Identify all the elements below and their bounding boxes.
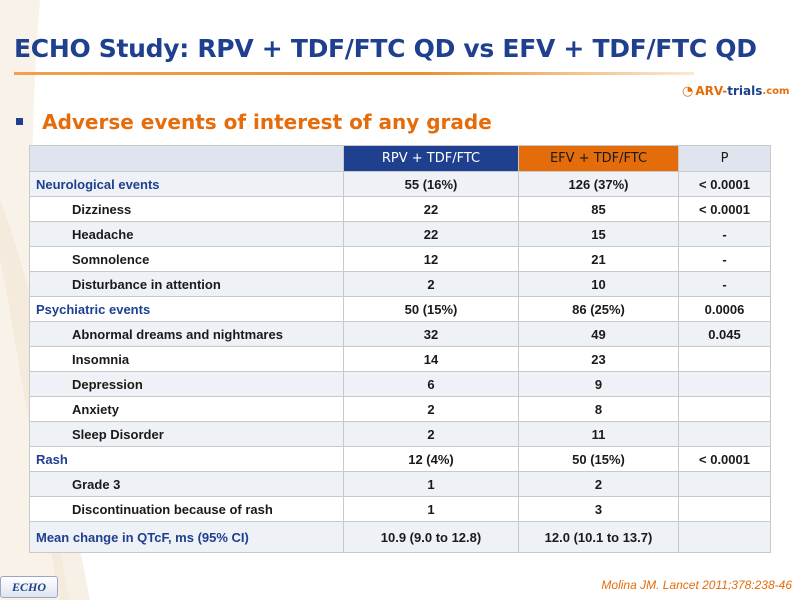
bullet-text: Adverse events of interest of any grade [42,110,492,134]
cell-efv: 10 [518,271,679,297]
row-label: Grade 3 [29,471,344,497]
header-blank [29,145,344,172]
table-row: Disturbance in attention 2 10- [29,271,771,297]
cell-efv: 15 [518,221,679,247]
logo-middle: trials [727,84,763,98]
row-label: Depression [29,371,344,397]
row-label: Headache [29,221,344,247]
table-header-row: RPV + TDF/FTC EFV + TDF/FTC P [29,145,771,172]
row-label: Psychiatric events [29,296,344,322]
cell-efv: 50 (15%) [518,446,679,472]
bullet-heading: Adverse events of interest of any grade [16,110,492,134]
table-row: Insomnia 14 23 [29,346,771,372]
cell-efv: 21 [518,246,679,272]
row-label: Insomnia [29,346,344,372]
cell-efv: 12.0 (10.1 to 13.7) [518,521,679,553]
table-row: Neurological events 55 (16%) 126 (37%) < 0.… [29,171,771,197]
cell-p-value [678,421,771,447]
cell-p-value [678,346,771,372]
row-label: Neurological events [29,171,344,197]
cell-efv: 8 [518,396,679,422]
cell-p-value: 0.0006 [678,296,771,322]
logo-swirl-icon: ◔ [682,83,694,99]
cell-efv: 85 [518,196,679,222]
adverse-events-table: RPV + TDF/FTC EFV + TDF/FTC P Neurologic… [29,145,771,553]
row-label: Discontinuation because of rash [29,496,344,522]
cell-p-value: - [678,246,771,272]
slide-title: ECHO Study: RPV + TDF/FTC QD vs EFV + TD… [14,34,757,63]
row-label: Somnolence [29,246,344,272]
row-label: Disturbance in attention [29,271,344,297]
cell-rpv: 12 [343,246,519,272]
cell-rpv: 32 [343,321,519,347]
row-label: Dizziness [29,196,344,222]
table-row: Headache 22 15- [29,221,771,247]
cell-rpv: 6 [343,371,519,397]
cell-p-value: < 0.0001 [678,446,771,472]
cell-rpv: 1 [343,471,519,497]
cell-p-value: < 0.0001 [678,171,771,197]
row-label: Abnormal dreams and nightmares [29,321,344,347]
bullet-square-icon [16,118,23,125]
cell-efv: 126 (37%) [518,171,679,197]
cell-rpv: 22 [343,221,519,247]
header-p: P [678,145,771,172]
cell-rpv: 14 [343,346,519,372]
cell-efv: 9 [518,371,679,397]
cell-efv: 11 [518,421,679,447]
cell-p-value: - [678,221,771,247]
cell-rpv: 55 (16%) [343,171,519,197]
cell-rpv: 1 [343,496,519,522]
table-row: Rash 12 (4%) 50 (15%) < 0.0001 [29,446,771,472]
row-label: Rash [29,446,344,472]
arv-trials-logo: ◔ ARV- trials .com [682,80,789,102]
cell-efv: 3 [518,496,679,522]
cell-rpv: 22 [343,196,519,222]
cell-rpv: 2 [343,396,519,422]
cell-p-value [678,396,771,422]
header-efv: EFV + TDF/FTC [518,145,679,172]
citation: Molina JM. Lancet 2011;378:238-46 [601,578,792,592]
table-row: Mean change in QTcF, ms (95% CI) 10.9 (9.… [29,521,771,553]
cell-rpv: 2 [343,271,519,297]
row-label: Sleep Disorder [29,421,344,447]
table-row: Psychiatric events 50 (15%) 86 (25%) 0.0006 [29,296,771,322]
table-row: Anxiety 2 8 [29,396,771,422]
cell-p-value: < 0.0001 [678,196,771,222]
cell-p-value: 0.045 [678,321,771,347]
cell-efv: 49 [518,321,679,347]
header-rpv: RPV + TDF/FTC [343,145,519,172]
title-underline [14,72,694,75]
logo-prefix: ARV- [695,84,728,98]
cell-p-value [678,371,771,397]
table-row: Sleep Disorder 2 11 [29,421,771,447]
table-row: Somnolence 12 21- [29,246,771,272]
cell-p-value [678,496,771,522]
logo-suffix: .com [762,85,790,97]
cell-rpv: 10.9 (9.0 to 12.8) [343,521,519,553]
cell-p-value [678,521,771,553]
table-row: Depression 6 9 [29,371,771,397]
cell-rpv: 12 (4%) [343,446,519,472]
cell-p-value [678,471,771,497]
cell-efv: 86 (25%) [518,296,679,322]
table-row: Discontinuation because of rash 1 3 [29,496,771,522]
row-label: Anxiety [29,396,344,422]
table-row: Abnormal dreams and nightmares 32 49 0.045 [29,321,771,347]
cell-efv: 23 [518,346,679,372]
cell-rpv: 50 (15%) [343,296,519,322]
table-row: Dizziness 22 85 < 0.0001 [29,196,771,222]
cell-rpv: 2 [343,421,519,447]
cell-efv: 2 [518,471,679,497]
cell-p-value: - [678,271,771,297]
row-label: Mean change in QTcF, ms (95% CI) [29,521,344,553]
echo-badge: ECHO [0,576,58,598]
